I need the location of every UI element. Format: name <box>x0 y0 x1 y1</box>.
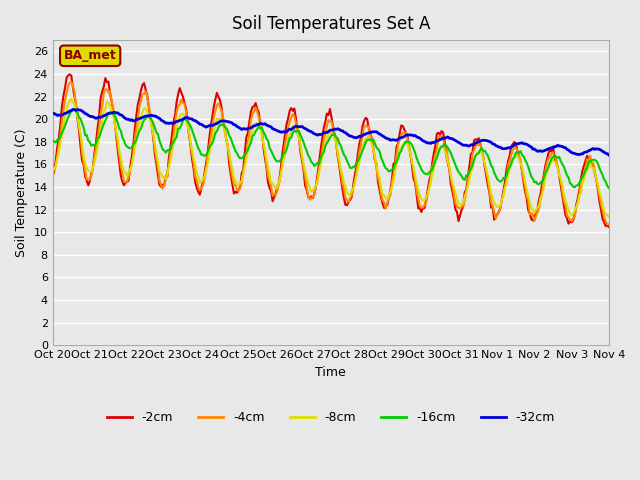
Text: BA_met: BA_met <box>64 49 116 62</box>
Title: Soil Temperatures Set A: Soil Temperatures Set A <box>232 15 430 33</box>
Legend: -2cm, -4cm, -8cm, -16cm, -32cm: -2cm, -4cm, -8cm, -16cm, -32cm <box>102 407 560 430</box>
X-axis label: Time: Time <box>316 366 346 379</box>
Y-axis label: Soil Temperature (C): Soil Temperature (C) <box>15 129 28 257</box>
